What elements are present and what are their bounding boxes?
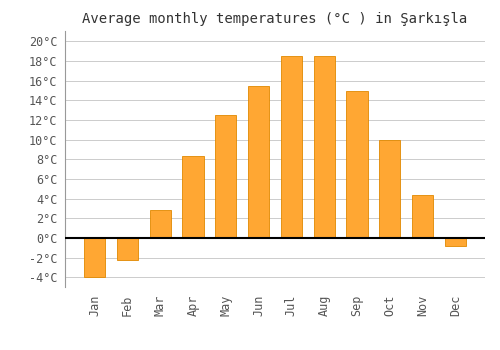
Title: Average monthly temperatures (°C ) in Şarkışla: Average monthly temperatures (°C ) in Şa… — [82, 12, 468, 26]
Bar — [117, 238, 138, 260]
Bar — [84, 238, 106, 277]
Bar — [150, 210, 171, 238]
Bar — [314, 56, 335, 238]
Bar — [280, 56, 302, 238]
Bar — [412, 195, 433, 238]
Bar — [444, 238, 466, 246]
Bar — [379, 140, 400, 238]
Bar — [346, 91, 368, 238]
Bar — [248, 85, 270, 238]
Bar — [215, 115, 236, 238]
Bar — [182, 156, 204, 238]
